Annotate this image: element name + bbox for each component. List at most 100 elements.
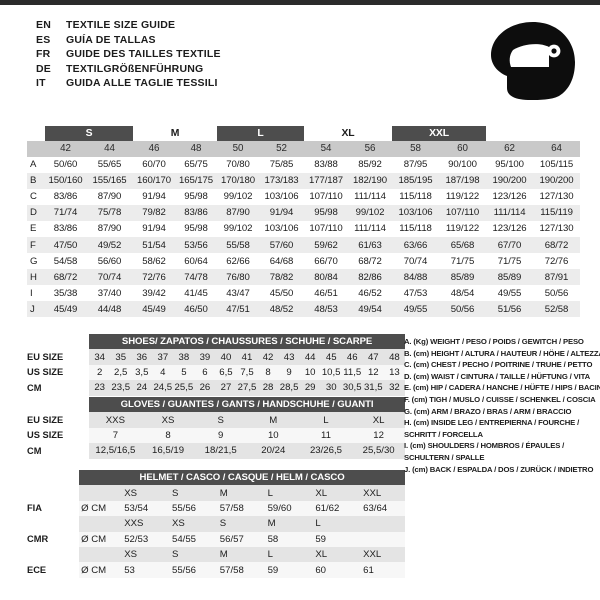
helmet-unit-spacer xyxy=(79,485,119,501)
shoes-size-table: SHOES/ ZAPATOS / CHAUSSURES / SCHUHE / S… xyxy=(27,334,405,396)
shoes-size-cell: 42 xyxy=(257,349,279,365)
helmet-circumference-cell: 59 xyxy=(261,562,310,578)
racing-helmet-icon xyxy=(487,20,579,102)
measurement-cell: 105/115 xyxy=(539,159,574,171)
legend-line: A. (Kg) WEIGHT / PESO / POIDS / GEWITCH … xyxy=(404,337,584,346)
helmet-size-label: XXS xyxy=(118,516,166,532)
helmet-value-row: ECE Ø CM 53 55/56 57/58 59 60 61 xyxy=(27,562,405,578)
measurement-cell: 56/60 xyxy=(97,255,122,267)
measurement-cell: 95/98 xyxy=(314,207,338,219)
measurement-cell: 76/80 xyxy=(226,271,250,283)
title-text: GUIDA ALLE TAGLIE TESSILI xyxy=(66,77,218,90)
measurement-cell: 103/106 xyxy=(264,223,299,235)
title-language-code: ES xyxy=(36,33,51,46)
gloves-size-cell: XS xyxy=(141,412,195,428)
shoes-size-cell: 28 xyxy=(257,380,279,396)
section-band-row: HELMET / CASCO / CASQUE / HELM / CASCO xyxy=(27,470,405,486)
measurement-cell: 82/86 xyxy=(358,271,382,283)
helmet-standard-label: CMR xyxy=(27,531,80,547)
shoes-size-cell: 23,5 xyxy=(110,380,132,396)
shoes-size-cell: 12 xyxy=(362,364,384,381)
title-row: FR GUIDE DES TAILLES TEXTILE xyxy=(36,48,221,63)
size-number-cell: 56 xyxy=(348,141,393,157)
measurement-cell: 55/58 xyxy=(226,239,250,251)
legend-line: G. (cm) ARM / BRAZO / BRAS / ARM / BRACC… xyxy=(404,406,572,416)
legend-line: F. (cm) TIGH / MUSLO / CUISSE / SCHENKEL… xyxy=(404,394,596,404)
measurement-cell: 55/65 xyxy=(97,159,122,171)
shoes-size-cell: 36 xyxy=(131,349,153,365)
measurement-cell: 115/118 xyxy=(399,223,432,235)
measurement-cell: 72/76 xyxy=(142,271,166,283)
table-row: F 47/50 49/52 51/54 53/56 55/58 57/60 59/62 61/6… xyxy=(27,236,581,254)
gloves-size-cell: L xyxy=(299,412,353,428)
measurement-cell: 45/49 xyxy=(142,303,166,315)
legend-line: B. (cm) HEIGHT / ALTURA / HAUTEUR / HÖHE… xyxy=(404,348,600,358)
measurement-cell: 49/54 xyxy=(358,303,382,315)
measurement-cell: 43/47 xyxy=(226,287,250,299)
measurement-cell: 187/198 xyxy=(445,175,480,187)
gloves-size-cell: 25,5/30 xyxy=(352,443,405,459)
measurement-cell: 70/74 xyxy=(97,271,122,283)
measurement-cell: 173/183 xyxy=(264,175,299,187)
size-number-cell: 54 xyxy=(304,141,348,157)
measurement-cell: 68/72 xyxy=(358,255,382,267)
shoes-size-cell: 39 xyxy=(194,349,216,365)
shoes-size-cell: 10 xyxy=(299,364,321,381)
measurement-cell: 47/53 xyxy=(403,287,428,299)
table-row: G 54/58 56/60 58/62 60/64 62/66 64/68 66/70 68/7… xyxy=(27,253,581,270)
helmet-circumference-cell: 52/53 xyxy=(118,531,166,547)
shoes-size-cell: 4 xyxy=(152,364,174,381)
measurement-cell: 99/102 xyxy=(223,223,253,235)
shoes-size-cell: 5 xyxy=(173,364,195,381)
measurement-cell: 79/82 xyxy=(142,207,166,219)
measurement-cell: 70/80 xyxy=(226,159,250,171)
title-row: DE TEXTILGRÖßENFÜHRUNG xyxy=(36,63,221,78)
measurement-cell: 91/94 xyxy=(142,191,166,203)
measurement-cell: 70/74 xyxy=(403,255,428,267)
gloves-size-cell: 12 xyxy=(352,427,405,444)
measurement-cell: 46/51 xyxy=(314,287,338,299)
gloves-size-cell: 7 xyxy=(89,427,142,444)
measurement-cell: 63/66 xyxy=(403,239,428,251)
measurement-cell: 60/64 xyxy=(184,255,208,267)
helmet-unit-label: Ø CM xyxy=(79,562,119,578)
helmet-circumference-cell: 54/55 xyxy=(166,531,214,547)
gloves-size-cell: 10 xyxy=(246,427,300,444)
table-row: I 35/38 37/40 39/42 41/45 43/47 45/50 46/51 46/5… xyxy=(27,285,581,302)
measurement-cell: 49/52 xyxy=(97,239,122,251)
measurement-cell: 57/60 xyxy=(269,239,294,251)
helmet-size-label: L xyxy=(261,485,310,501)
measurement-cell: 67/70 xyxy=(497,239,522,251)
shoes-size-cell: 43 xyxy=(278,349,300,365)
gloves-row: CM 12,5/16,5 16,5/19 18/21,5 20/24 23/26,5 25,… xyxy=(27,443,405,459)
size-number-cell: 64 xyxy=(533,141,581,157)
size-number-cell: 58 xyxy=(392,141,440,157)
row-key-header xyxy=(27,141,45,157)
measurement-key: J xyxy=(30,303,35,315)
shoes-size-cell: 11,5 xyxy=(341,364,363,381)
table-row: A 50/60 55/65 60/70 65/75 70/80 75/85 83/88 85/9… xyxy=(27,156,581,173)
measurement-cell: 53/56 xyxy=(184,239,208,251)
measurement-cell: 46/50 xyxy=(184,303,208,315)
shoes-size-cell: 35 xyxy=(110,349,132,365)
table-row: D 71/74 75/78 79/82 83/86 87/90 91/94 95/98 99/1… xyxy=(27,204,581,221)
measurement-key: B xyxy=(30,175,37,187)
title-row: ES GUÍA DE TALLAS xyxy=(36,34,221,49)
legend-line: SCHRITT / FORCELLA xyxy=(404,429,483,439)
measurement-cell: 78/82 xyxy=(269,271,294,283)
measurement-cell: 150/160 xyxy=(48,175,83,187)
helmet-circumference-cell: 61 xyxy=(357,562,405,578)
size-number-cell: 46 xyxy=(133,141,175,157)
measurement-cell: 119/122 xyxy=(445,223,480,235)
shoes-row-label: US SIZE xyxy=(27,364,90,381)
measurement-cell: 50/56 xyxy=(450,303,475,315)
measurement-cell: 107/110 xyxy=(309,223,343,235)
measurement-cell: 65/75 xyxy=(184,159,208,171)
shoes-size-cell: 26 xyxy=(194,380,216,396)
gloves-size-cell: 20/24 xyxy=(246,443,300,459)
measurement-cell: 61/63 xyxy=(358,239,382,251)
size-number-cell: 48 xyxy=(175,141,217,157)
measurement-cell: 52/58 xyxy=(544,303,569,315)
section-band-row: GLOVES / GUANTES / GANTS / HANDSCHUHE / … xyxy=(27,397,405,413)
gloves-row-label: CM xyxy=(27,443,90,459)
